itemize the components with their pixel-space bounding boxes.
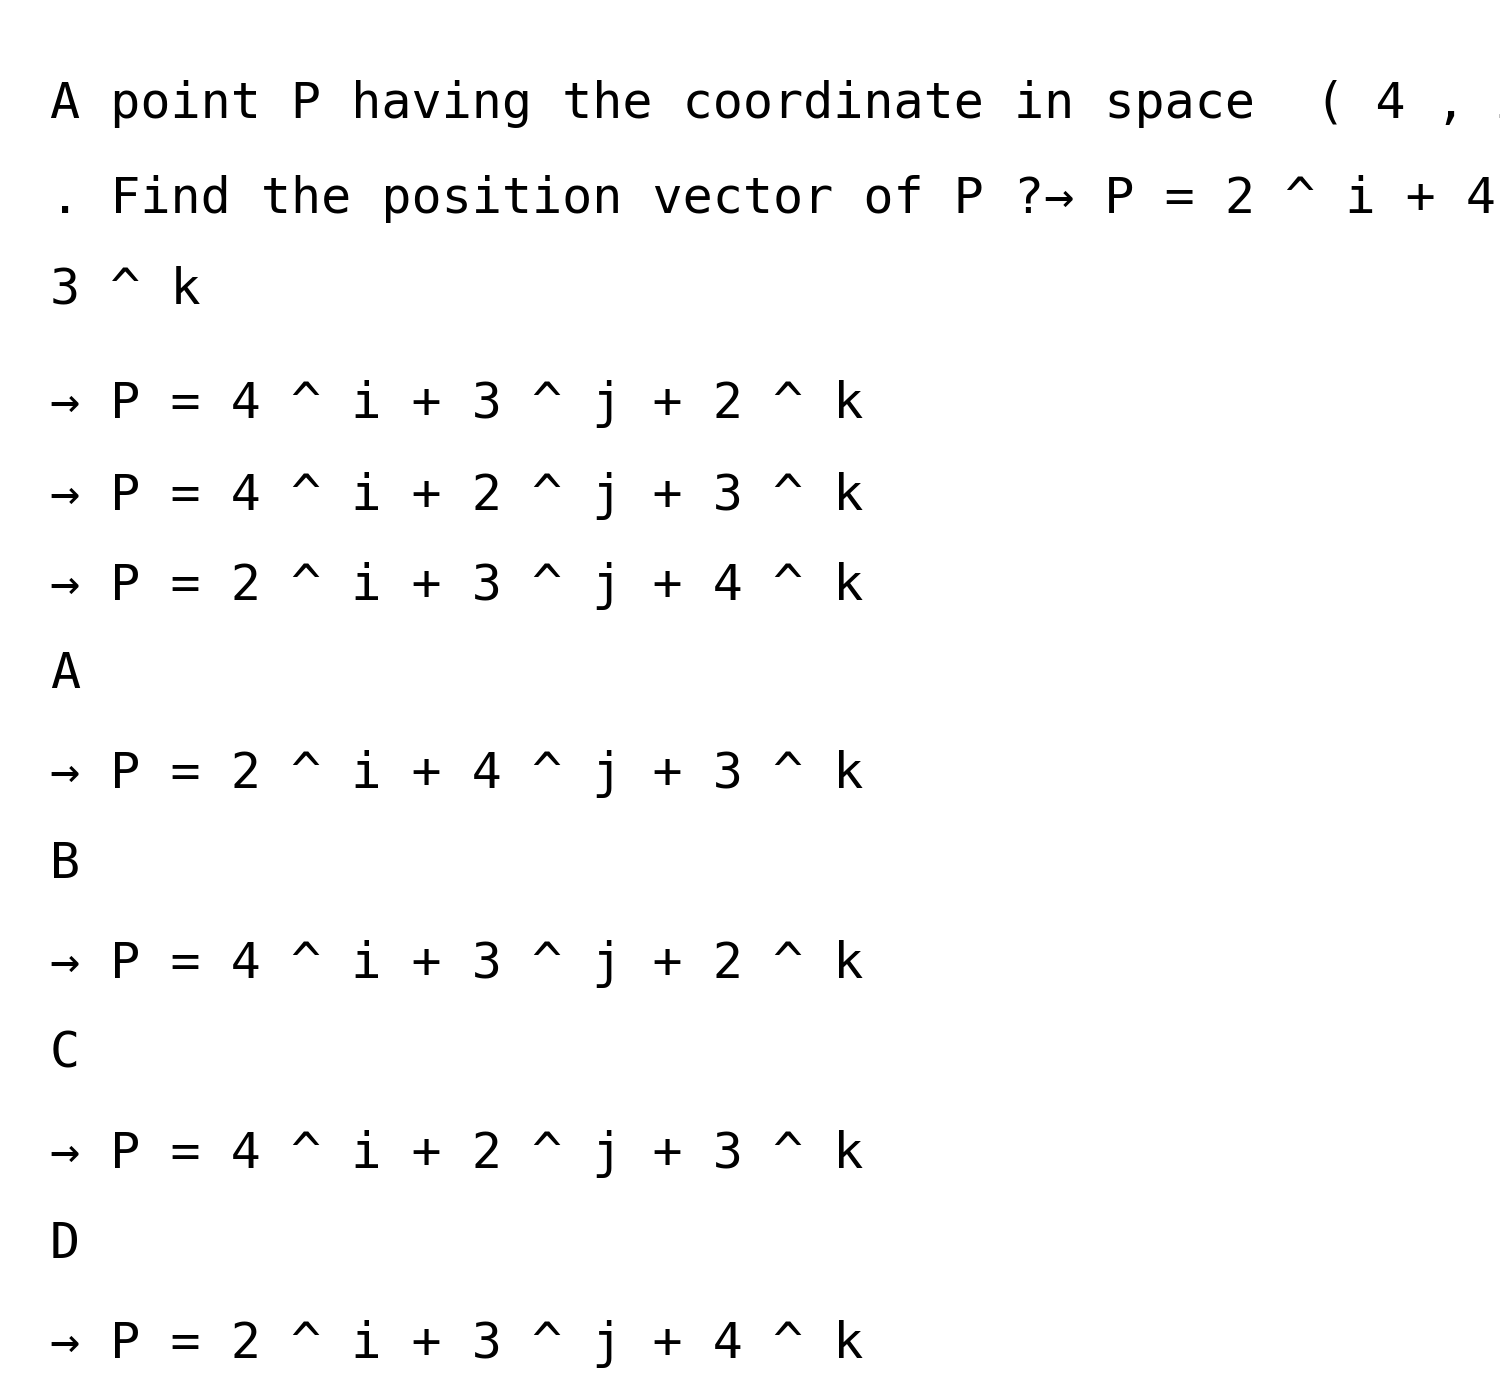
Text: B: B [50, 839, 80, 888]
Text: D: D [50, 1219, 80, 1268]
Text: 3 ^ k: 3 ^ k [50, 264, 201, 313]
Text: A point P having the coordinate in space  ( 4 , 2 , 3 ): A point P having the coordinate in space… [50, 79, 1500, 128]
Text: → P = 2 ^ i + 3 ^ j + 4 ^ k: → P = 2 ^ i + 3 ^ j + 4 ^ k [50, 1320, 864, 1368]
Text: → P = 4 ^ i + 3 ^ j + 2 ^ k: → P = 4 ^ i + 3 ^ j + 2 ^ k [50, 940, 864, 988]
Text: C: C [50, 1030, 80, 1077]
Text: → P = 4 ^ i + 2 ^ j + 3 ^ k: → P = 4 ^ i + 2 ^ j + 3 ^ k [50, 1130, 864, 1178]
Text: → P = 2 ^ i + 3 ^ j + 4 ^ k: → P = 2 ^ i + 3 ^ j + 4 ^ k [50, 562, 864, 610]
Text: → P = 4 ^ i + 3 ^ j + 2 ^ k: → P = 4 ^ i + 3 ^ j + 2 ^ k [50, 380, 864, 427]
Text: . Find the position vector of P ?→ P = 2 ^ i + 4 ^ j +: . Find the position vector of P ?→ P = 2… [50, 175, 1500, 223]
Text: → P = 2 ^ i + 4 ^ j + 3 ^ k: → P = 2 ^ i + 4 ^ j + 3 ^ k [50, 750, 864, 798]
Text: → P = 4 ^ i + 2 ^ j + 3 ^ k: → P = 4 ^ i + 2 ^ j + 3 ^ k [50, 472, 864, 521]
Text: A: A [50, 650, 80, 697]
